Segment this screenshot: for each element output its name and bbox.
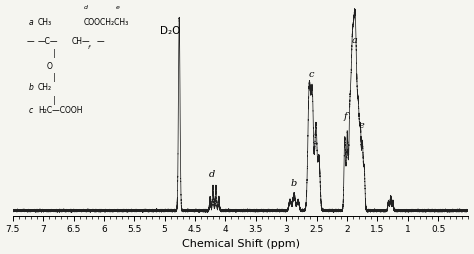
Text: f: f [88, 45, 90, 50]
Text: a: a [29, 18, 33, 27]
X-axis label: Chemical Shift (ppm): Chemical Shift (ppm) [182, 239, 300, 248]
Text: —: — [27, 37, 34, 46]
Text: |: | [53, 72, 55, 81]
Text: f: f [344, 112, 347, 120]
Text: b: b [29, 83, 34, 92]
Text: CH₂: CH₂ [38, 83, 52, 92]
Text: —C—: —C— [38, 37, 58, 46]
Text: |: | [53, 49, 55, 58]
Text: c: c [309, 70, 314, 79]
Text: |: | [53, 95, 55, 104]
Text: e: e [115, 5, 119, 10]
Text: CH—: CH— [72, 37, 91, 46]
Text: D₂O: D₂O [160, 26, 180, 36]
Text: COOCH₂CH₃: COOCH₂CH₃ [83, 18, 128, 27]
Text: a: a [351, 36, 357, 45]
Text: e: e [359, 121, 365, 130]
Text: CH₃: CH₃ [38, 18, 52, 27]
Text: d: d [83, 5, 87, 10]
Text: O: O [47, 62, 53, 71]
Text: b: b [291, 178, 297, 187]
Text: d: d [209, 169, 215, 178]
Text: H₂C—COOH: H₂C—COOH [38, 106, 82, 115]
Text: —: — [97, 37, 105, 46]
Text: c: c [29, 106, 33, 115]
